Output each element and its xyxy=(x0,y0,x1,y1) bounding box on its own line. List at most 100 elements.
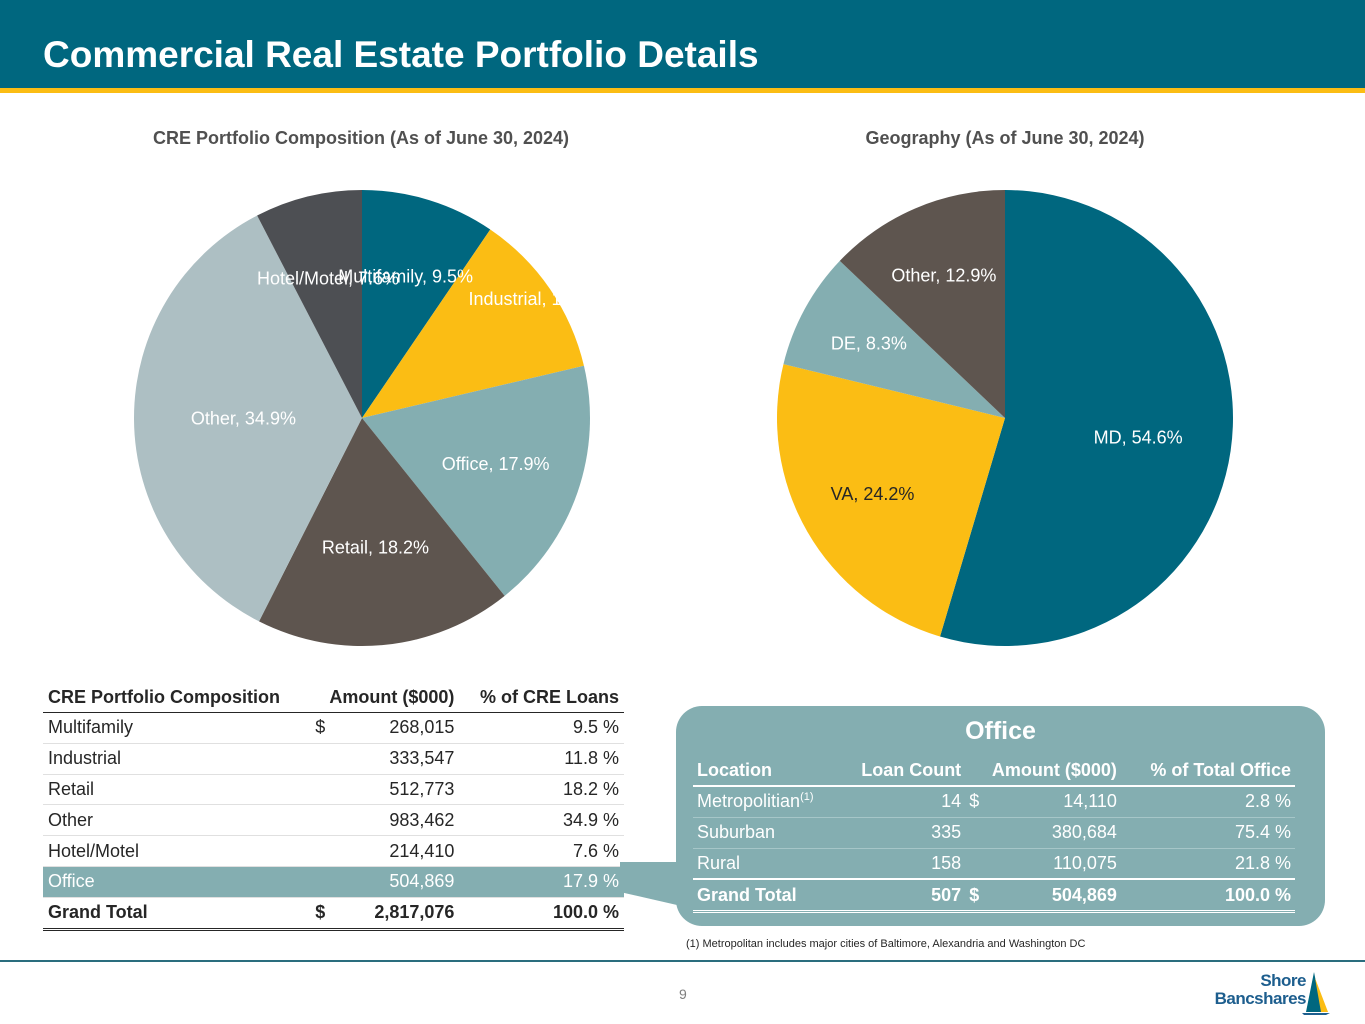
row-amount: 214,410 xyxy=(310,835,460,867)
dollar-sign: $ xyxy=(969,884,980,905)
header-bar xyxy=(0,0,1365,88)
table-row: Other 983,462 34.9 % xyxy=(43,804,624,837)
col-header-pct: % of CRE Loans xyxy=(459,683,624,713)
pie-label-industrial: Industrial, 11.8% xyxy=(468,289,601,309)
table-header-row: CRE Portfolio Composition Amount ($000) … xyxy=(43,683,624,713)
total-pct: 100.0 % xyxy=(459,896,624,931)
row-pct: 9.5 % xyxy=(459,712,624,744)
row-pct: 34.9 % xyxy=(459,804,624,837)
col-header-pct-total: % of Total Office xyxy=(1120,756,1295,787)
table-row: Retail 512,773 18.2 % xyxy=(43,774,624,806)
row-amount: 380,684 xyxy=(965,817,1121,849)
table-total-row: Grand Total $2,817,076 100.0 % xyxy=(43,896,624,931)
total-amount: $504,869 xyxy=(965,878,1121,914)
pie-slice-md xyxy=(940,190,1233,646)
row-pct: 18.2 % xyxy=(459,774,624,806)
col-header-amount: Amount ($000) xyxy=(965,756,1121,787)
cre-pie-chart: Multifamily, 9.5% Industrial, 11.8% Office… xyxy=(133,190,601,646)
total-amount: $2,817,076 xyxy=(310,896,460,931)
pie-slice-office xyxy=(362,365,590,596)
pie-label-md: MD, 54.6% xyxy=(1094,427,1183,447)
row-amount: 333,547 xyxy=(310,743,460,775)
logo-text: Shore Bancshares xyxy=(1214,971,1307,1008)
cre-composition-table: CRE Portfolio Composition Amount ($000) … xyxy=(43,683,624,931)
row-name: Hotel/Motel xyxy=(43,835,311,867)
row-pct: 2.8 % xyxy=(1120,786,1295,818)
row-pct: 7.6 % xyxy=(459,835,624,867)
cre-chart-title: CRE Portfolio Composition (As of June 30… xyxy=(152,128,570,148)
page-number: 9 xyxy=(679,986,687,1002)
office-panel-title: Office xyxy=(965,717,1036,745)
table-row-office-highlight: Office 504,869 17.9 % xyxy=(43,866,624,898)
row-amount: 110,075 xyxy=(965,848,1121,880)
col-header-composition: CRE Portfolio Composition xyxy=(43,683,311,713)
pie-label-other: Other, 12.9% xyxy=(891,266,996,286)
dollar-sign: $ xyxy=(969,791,980,812)
pie-slice-multifamily xyxy=(362,190,491,418)
pie-label-office: Office, 17.9% xyxy=(442,454,550,474)
total-name: Grand Total xyxy=(43,896,311,931)
geography-chart-title: Geography (As of June 30, 2024) xyxy=(865,128,1145,148)
amount-value: 268,015 xyxy=(389,717,455,738)
pie-slice-other xyxy=(839,190,1005,418)
sail-icon xyxy=(1302,972,1330,1015)
col-header-loan-count: Loan Count xyxy=(838,756,966,787)
office-table: Location Loan Count Amount ($000) % of T… xyxy=(693,756,1295,914)
table-row: Rural 158 110,075 21.8 % xyxy=(693,848,1295,880)
pie-label-other: Other, 34.9% xyxy=(191,409,296,429)
row-amount: 512,773 xyxy=(310,774,460,806)
row-pct: 11.8 % xyxy=(459,743,624,775)
pie-slice-industrial xyxy=(362,229,584,418)
office-breakdown-panel: Office Location Loan Count Amount ($000)… xyxy=(676,706,1325,926)
table-header-row: Location Loan Count Amount ($000) % of T… xyxy=(693,756,1295,787)
row-amount: $14,110 xyxy=(965,786,1121,818)
row-pct: 17.9 % xyxy=(459,866,624,898)
dollar-sign: $ xyxy=(315,717,326,738)
pie-slice-retail xyxy=(259,418,505,646)
total-count: 507 xyxy=(838,878,966,914)
row-amount: 983,462 xyxy=(310,804,460,837)
location-text: Metropolitian xyxy=(697,791,801,812)
amount-value: 14,110 xyxy=(1063,791,1117,812)
row-count: 335 xyxy=(838,817,966,849)
footer-line xyxy=(0,960,1365,962)
pie-label-va: VA, 24.2% xyxy=(831,484,915,504)
pie-label-de: DE, 8.3% xyxy=(831,334,907,354)
table-row: Industrial 333,547 11.8 % xyxy=(43,743,624,775)
row-name: Retail xyxy=(43,774,311,806)
amount-value: 2,817,076 xyxy=(374,902,455,923)
pie-slice-other xyxy=(133,215,362,622)
amount-value: 504,869 xyxy=(1051,884,1117,905)
logo-line-2: Bancshares xyxy=(1214,989,1307,1008)
pie-slice-hotel-motel xyxy=(257,190,362,418)
logo-line-1: Shore xyxy=(1260,971,1306,990)
row-name: Office xyxy=(43,866,311,898)
pie-slice-va xyxy=(777,364,1005,637)
row-amount: 504,869 xyxy=(310,866,460,898)
table-row: Metropolitian(1) 14 $14,110 2.8 % xyxy=(693,786,1295,818)
col-header-location: Location xyxy=(693,756,839,787)
row-location: Metropolitian(1) xyxy=(693,786,839,818)
pie-label-retail: Retail, 18.2% xyxy=(322,537,429,557)
row-pct: 21.8 % xyxy=(1120,848,1295,880)
total-location: Grand Total xyxy=(693,878,839,914)
pie-label-multifamily: Multifamily, 9.5% xyxy=(338,266,473,286)
footnote: (1) Metropolitan includes major cities o… xyxy=(686,938,1086,950)
geography-pie-chart: MD, 54.6% VA, 24.2% DE, 8.3% Other, 12.9% xyxy=(777,190,1233,646)
table-row: Multifamily $268,015 9.5 % xyxy=(43,712,624,744)
total-pct: 100.0 % xyxy=(1120,878,1295,914)
row-name: Industrial xyxy=(43,743,311,775)
col-header-amount: Amount ($000) xyxy=(310,683,460,713)
row-count: 158 xyxy=(838,848,966,880)
table-row: Hotel/Motel 214,410 7.6 % xyxy=(43,835,624,867)
pie-slice-de xyxy=(783,260,1005,418)
company-logo: Shore Bancshares xyxy=(1214,968,1338,1016)
page-title: Commercial Real Estate Portfolio Details xyxy=(43,34,759,75)
row-amount: $268,015 xyxy=(310,712,460,744)
row-location: Suburban xyxy=(693,817,839,849)
table-row: Suburban 335 380,684 75.4 % xyxy=(693,817,1295,849)
dollar-sign: $ xyxy=(315,902,326,923)
row-pct: 75.4 % xyxy=(1120,817,1295,849)
row-count: 14 xyxy=(838,786,966,818)
row-name: Multifamily xyxy=(43,712,311,744)
